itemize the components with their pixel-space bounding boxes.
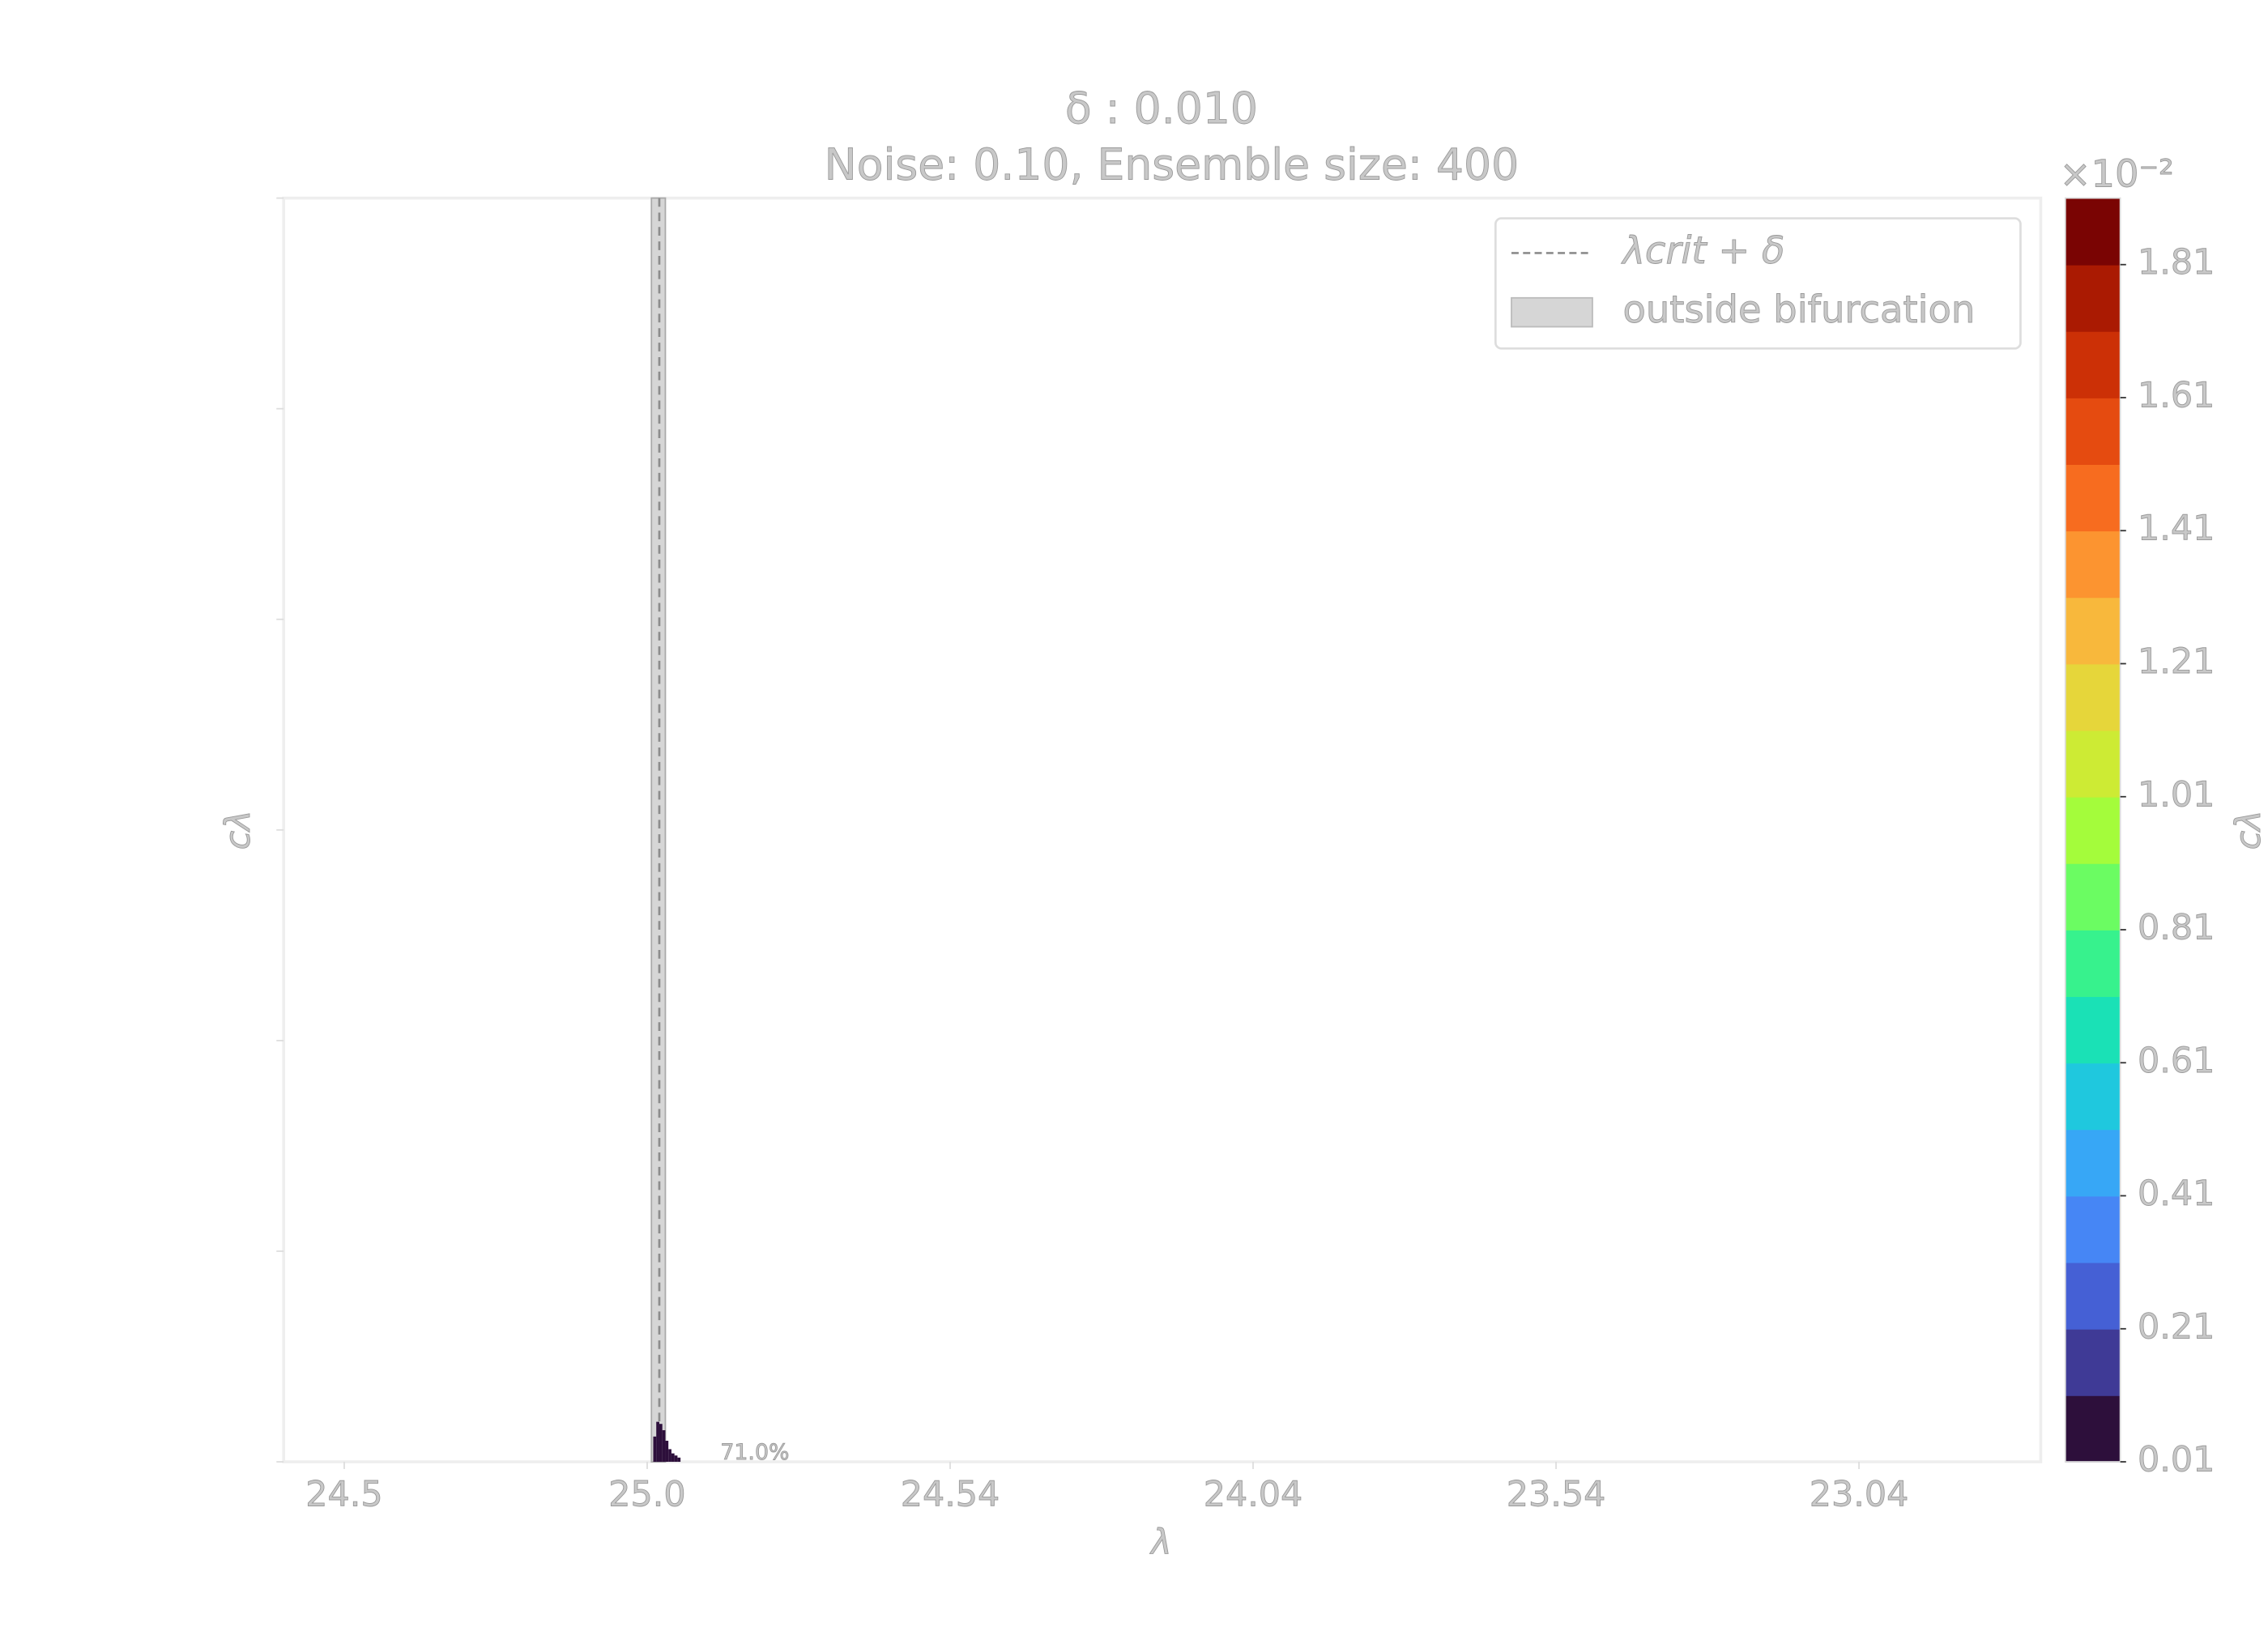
- legend-frame: [1494, 217, 2022, 350]
- histogram-bar: [653, 1436, 657, 1463]
- colorbar-segment: [2065, 264, 2121, 332]
- histogram-bar: [659, 1424, 663, 1463]
- colorbar-segment: [2065, 397, 2121, 466]
- plot-frame: [282, 196, 2043, 1463]
- y-axis-label: cλ: [218, 810, 258, 850]
- colorbar-segment: [2065, 862, 2121, 931]
- colorbar-tick-label: 0.01: [2138, 1440, 2215, 1480]
- colorbar-label: cλ: [2228, 810, 2268, 850]
- colorbar-tick-label: 1.81: [2138, 242, 2215, 283]
- colorbar-frame: [2064, 197, 2121, 1463]
- colorbar-tick-label: 0.81: [2138, 908, 2215, 948]
- chart-title: δ : 0.010: [1065, 83, 1258, 134]
- legend-band-swatch: [1511, 296, 1593, 328]
- histogram-bar: [674, 1455, 678, 1463]
- colorbar-segment: [2065, 1395, 2121, 1463]
- legend: λcrit + δ outside bifurcation: [1494, 217, 2022, 350]
- colorbar-tick-label: 0.61: [2138, 1041, 2215, 1081]
- x-tick-label: 24.54: [901, 1474, 1000, 1514]
- colorbar-tick-label: 1.61: [2138, 375, 2215, 415]
- colorbar-segment: [2065, 663, 2121, 731]
- histogram-bar: [665, 1441, 669, 1463]
- colorbar-tick-label: 0.21: [2138, 1306, 2215, 1347]
- colorbar-segment: [2065, 730, 2121, 798]
- x-tick-label: 24.04: [1204, 1474, 1303, 1514]
- annotation: 71.0%: [720, 1440, 789, 1465]
- colorbar-segment: [2065, 464, 2121, 532]
- colorbar-segment: [2065, 1262, 2121, 1330]
- x-tick-label: 25.0: [608, 1474, 685, 1514]
- histogram-bar: [671, 1453, 675, 1463]
- colorbar-tick-label: 0.41: [2138, 1173, 2215, 1214]
- histogram-bar: [668, 1449, 671, 1463]
- histogram-bar: [662, 1430, 666, 1463]
- histogram-bar: [656, 1421, 659, 1463]
- colorbar-segment: [2065, 1328, 2121, 1396]
- colorbar-tick-label: 1.41: [2138, 509, 2215, 549]
- colorbar-tick-label: 1.01: [2138, 774, 2215, 815]
- colorbar-segment: [2065, 330, 2121, 398]
- colorbar-segment: [2065, 597, 2121, 665]
- colorbar-segment: [2065, 1195, 2121, 1263]
- x-tick-label: 23.04: [1810, 1474, 1909, 1514]
- x-axis-label: λ: [1149, 1522, 1171, 1562]
- colorbar-segment: [2065, 198, 2121, 266]
- x-tick-label: 23.54: [1507, 1474, 1606, 1514]
- colorbar-segment: [2065, 996, 2121, 1064]
- chart-subtitle: Noise: 0.10, Ensemble size: 400: [825, 139, 1520, 190]
- histogram-bar: [677, 1457, 681, 1463]
- colorbar-segment: [2065, 1063, 2121, 1131]
- colorbar-tick-label: 1.21: [2138, 641, 2215, 682]
- colorbar-segment: [2065, 1129, 2121, 1197]
- x-tick-label: 24.5: [305, 1474, 382, 1514]
- legend-label: outside bifurcation: [1622, 287, 1975, 331]
- legend-label: λcrit + δ: [1620, 228, 1784, 272]
- colorbar-segment: [2065, 930, 2121, 998]
- colorbar-segment: [2065, 796, 2121, 864]
- colorbar-segment: [2065, 530, 2121, 598]
- colorbar-offset-label: ×10⁻²: [2060, 151, 2174, 195]
